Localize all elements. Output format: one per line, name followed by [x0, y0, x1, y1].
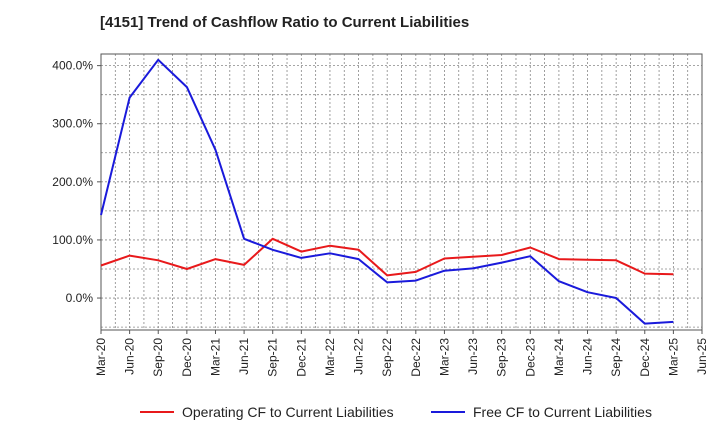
x-tick-label: Sep-21	[266, 338, 280, 377]
x-tick-label: Dec-21	[294, 338, 308, 377]
x-tick-label: Dec-22	[409, 338, 423, 377]
chart-title: [4151] Trend of Cashflow Ratio to Curren…	[100, 14, 470, 31]
x-tick-label: Sep-22	[380, 338, 394, 377]
x-tick-label: Jun-24	[581, 338, 595, 375]
x-tick-label: Jun-20	[123, 338, 137, 375]
x-tick-label: Jun-21	[237, 338, 251, 375]
x-tick-label: Dec-20	[180, 338, 194, 377]
y-tick-label: 200.0%	[52, 175, 93, 189]
series-line-0	[100, 237, 674, 277]
x-tick-label: Sep-23	[495, 338, 509, 377]
plot-frame	[100, 53, 703, 331]
x-tick-label: Sep-20	[151, 338, 165, 377]
x-tick-label: Jun-23	[466, 338, 480, 375]
series-line-1	[100, 58, 674, 325]
y-tick-label: 100.0%	[52, 233, 93, 247]
x-tick-label: Mar-25	[666, 338, 680, 376]
x-tick-label: Mar-23	[437, 338, 451, 376]
legend-item-operating-cf: Operating CF to Current Liabilities	[140, 404, 394, 420]
y-tick-label: 0.0%	[66, 291, 94, 305]
x-tick-label: Jun-25	[695, 338, 709, 375]
x-tick-label: Dec-24	[638, 338, 652, 377]
y-tick-label: 400.0%	[52, 59, 93, 73]
x-axis-ticks: Mar-20 Jun-20 Sep-20 Dec-20 Mar-21 Jun-21 Sep-…	[94, 330, 709, 377]
legend-label-operating-cf: Operating CF to Current Liabilities	[182, 404, 394, 420]
y-tick-label: 300.0%	[52, 117, 93, 131]
x-tick-label: Mar-22	[323, 338, 337, 376]
x-tick-label: Dec-23	[523, 338, 537, 377]
legend-label-free-cf: Free CF to Current Liabilities	[473, 404, 652, 420]
x-tick-label: Mar-21	[208, 338, 222, 376]
legend-item-free-cf: Free CF to Current Liabilities	[431, 404, 652, 420]
legend: Operating CF to Current Liabilities Free…	[0, 404, 720, 426]
y-axis-ticks: 0.0% 100.0% 200.0% 300.0% 400.0%	[52, 59, 101, 305]
x-tick-label: Sep-24	[609, 338, 623, 377]
series-layer	[100, 58, 674, 325]
legend-swatch-free-cf	[431, 411, 465, 413]
x-tick-label: Jun-22	[352, 338, 366, 375]
x-tick-label: Mar-20	[94, 338, 108, 376]
x-tick-label: Mar-24	[552, 338, 566, 376]
legend-swatch-operating-cf	[140, 411, 174, 413]
